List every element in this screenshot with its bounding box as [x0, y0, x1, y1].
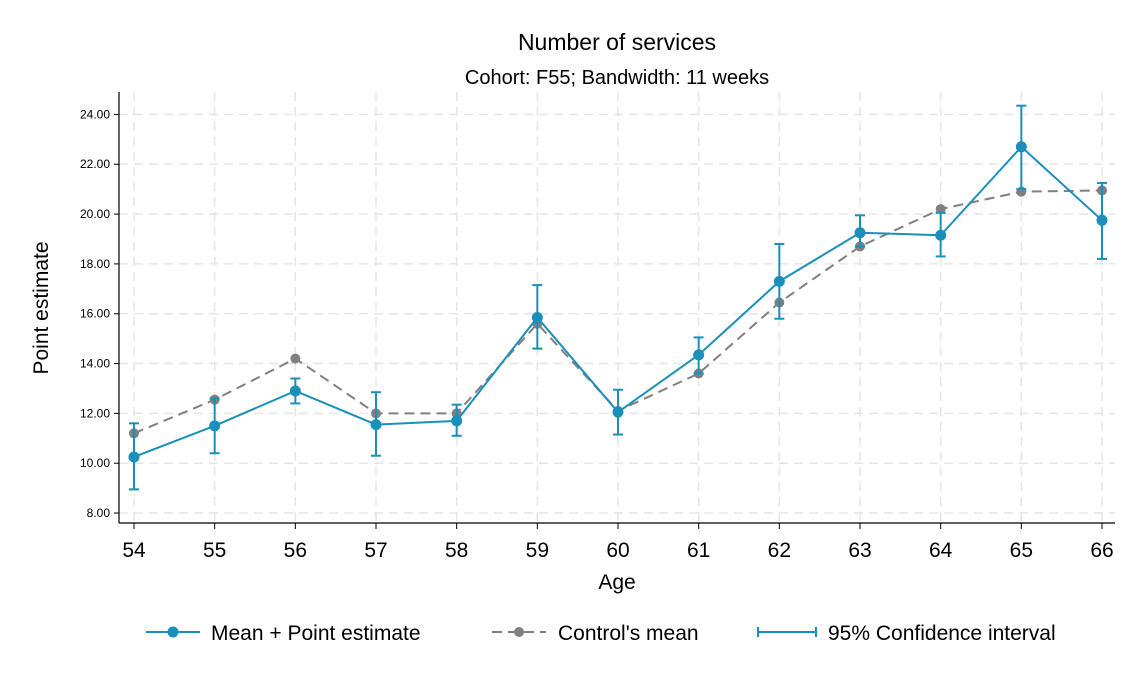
point-estimate-point: [370, 419, 382, 431]
legend-label: 95% Confidence interval: [828, 622, 1056, 645]
x-tick-label: 64: [929, 539, 953, 562]
x-tick-label: 56: [284, 539, 307, 562]
legend-item: Mean + Point estimate: [146, 622, 421, 645]
chart-title: Number of services: [518, 29, 716, 55]
legend-swatch-marker: [514, 627, 524, 637]
legend-item: Control's mean: [492, 622, 699, 645]
x-tick-label: 65: [1010, 539, 1033, 562]
x-tick-label: 62: [768, 539, 791, 562]
grid: [119, 92, 1115, 523]
series-layer: [128, 104, 1108, 491]
x-tick-label: 59: [526, 539, 549, 562]
x-tick-label: 58: [445, 539, 468, 562]
y-tick-label: 16.00: [80, 307, 110, 321]
point-estimate-point: [693, 349, 705, 361]
y-tick-label: 18.00: [80, 257, 110, 271]
point-estimate-point: [451, 415, 463, 427]
x-tick-label: 54: [122, 539, 146, 562]
point-estimate-point: [531, 311, 543, 323]
point-estimate-point: [935, 229, 947, 241]
x-tick-label: 66: [1090, 539, 1113, 562]
point-estimate-point: [128, 451, 140, 463]
y-tick-label: 12.00: [80, 406, 110, 420]
y-tick-label: 14.00: [80, 357, 110, 371]
x-axis-label: Age: [598, 571, 635, 594]
x-tick-label: 61: [687, 539, 710, 562]
point-estimate-point: [289, 385, 301, 397]
control-mean-point: [935, 204, 946, 215]
legend: Mean + Point estimate Control's mean 95% C…: [146, 622, 1056, 645]
point-estimate-point: [1015, 141, 1027, 153]
y-tick-label: 10.00: [80, 456, 110, 470]
point-estimate-point: [209, 420, 221, 432]
chart-subtitle: Cohort: F55; Bandwidth: 11 weeks: [465, 67, 769, 89]
point-estimate-point: [612, 406, 624, 418]
point-estimate-point: [1096, 214, 1108, 226]
x-tick-label: 57: [364, 539, 387, 562]
legend-label: Control's mean: [558, 622, 699, 645]
x-tick-label: 60: [606, 539, 629, 562]
x-tick-label: 63: [848, 539, 871, 562]
y-tick-label: 20.00: [80, 207, 110, 221]
control-mean-point: [290, 353, 301, 364]
y-axis-label: Point estimate: [30, 241, 53, 374]
axes: 8.00 10.00 12.00 14.00 16.00 18.00 20.00 22.00 2…: [80, 92, 1115, 562]
y-tick-label: 22.00: [80, 157, 110, 171]
x-tick-label: 55: [203, 539, 226, 562]
point-estimate-point: [773, 275, 785, 287]
legend-item: 95% Confidence interval: [757, 622, 1056, 645]
legend-label: Mean + Point estimate: [211, 622, 421, 645]
legend-swatch-marker: [167, 626, 179, 638]
y-tick-label: 24.00: [80, 107, 110, 121]
point-estimate-point: [854, 227, 866, 239]
y-tick-label: 8.00: [87, 506, 111, 520]
